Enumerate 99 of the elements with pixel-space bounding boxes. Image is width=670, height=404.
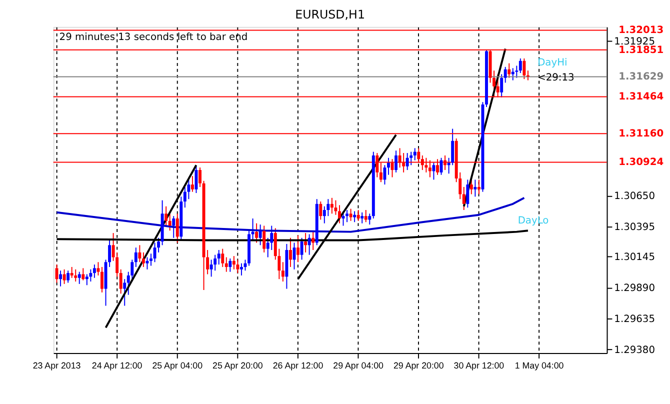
candlestick: [168, 213, 172, 232]
candlestick: [221, 248, 224, 268]
candlestick: [349, 208, 352, 222]
candlestick: [353, 210, 356, 223]
candlestick: [515, 65, 518, 78]
candlestick: [59, 270, 62, 287]
candlestick: [477, 179, 480, 195]
candlestick: [96, 262, 100, 276]
candlestick: [304, 232, 308, 253]
candlestick: [518, 58, 522, 74]
candlestick: [150, 253, 152, 266]
candlestick: [470, 178, 473, 195]
candlestick: [338, 204, 341, 224]
candlestick: [142, 252, 145, 268]
y-tick-label: 1.29635: [614, 314, 656, 325]
candlestick: [522, 58, 526, 80]
y-tick-label: 1.30650: [614, 190, 656, 202]
candlestick: [198, 167, 202, 188]
candlestick: [66, 270, 70, 284]
candlestick: [394, 150, 398, 173]
candlestick: [74, 268, 78, 282]
candlestick: [330, 197, 334, 214]
candlestick: [466, 179, 470, 208]
candlestick: [308, 234, 311, 256]
candlestick: [119, 268, 122, 294]
candlestick: [172, 216, 176, 238]
candlestick: [364, 209, 368, 223]
candlestick: [62, 268, 66, 284]
candlestick: [368, 213, 372, 226]
candlestick: [281, 262, 284, 282]
candlestick: [123, 278, 126, 306]
candlestick: [319, 201, 322, 220]
candlestick: [100, 266, 104, 293]
y-tick-label: 1.29380: [614, 344, 656, 356]
candlestick: [176, 213, 179, 244]
ref-line-label: 1.32013: [618, 25, 664, 36]
y-tick-label: 1.29890: [614, 283, 656, 294]
candlestick: [432, 162, 436, 180]
candlestick: [82, 268, 85, 281]
x-tick-label: 25 Apr 04:00: [152, 360, 203, 370]
y-tick-label: 1.30145: [614, 252, 656, 264]
candlestick: [334, 200, 338, 216]
candlestick: [462, 186, 466, 210]
annotation: 29 minutes 13 seconds left to bar end: [59, 32, 248, 43]
candlestick: [262, 225, 266, 253]
candlestick: [70, 266, 74, 278]
candlestick: [153, 242, 156, 263]
candlestick: [78, 271, 81, 284]
ref-line-label: 1.31851: [618, 44, 664, 56]
candlestick: [146, 256, 149, 270]
ref-line-label: 1.31160: [618, 128, 664, 140]
annotation: <29:13: [538, 72, 574, 84]
candlestick: [383, 164, 386, 186]
candlestick: [255, 222, 258, 244]
annotation: DayLo: [518, 216, 549, 227]
candlestick: [240, 262, 243, 276]
candlestick: [356, 209, 360, 222]
candlestick: [508, 62, 511, 78]
chart-title: EURUSD,H1: [295, 7, 366, 22]
x-tick-label: 29 Apr 04:00: [333, 360, 384, 370]
candlestick: [413, 148, 416, 161]
candlestick: [134, 247, 138, 268]
x-tick-label: 26 Apr 12:00: [272, 360, 324, 370]
x-tick-label: 1 May 04:00: [514, 360, 564, 370]
candlestick: [210, 259, 213, 278]
ref-line-label: 1.31629: [618, 72, 664, 83]
candlestick: [300, 237, 304, 260]
candlestick: [164, 206, 168, 226]
candlestick: [504, 66, 507, 84]
candlestick: [312, 231, 315, 250]
candlestick: [360, 212, 364, 224]
candlestick: [410, 151, 413, 166]
candlestick: [85, 274, 88, 286]
candlestick: [346, 209, 349, 223]
x-tick-label: 25 Apr 20:00: [212, 360, 263, 370]
candlestick: [92, 264, 96, 278]
candlestick: [387, 157, 390, 176]
candlestick: [217, 250, 220, 266]
candlestick: [228, 258, 232, 272]
candlestick: [89, 268, 92, 282]
candlestick: [236, 259, 240, 274]
x-tick-label: 23 Apr 2013: [32, 360, 81, 370]
candlestick: [232, 256, 236, 270]
x-tick-label: 30 Apr 12:00: [454, 360, 504, 370]
candlestick: [258, 224, 262, 246]
ref-line-label: 1.30924: [618, 157, 664, 168]
candlestick: [224, 256, 228, 272]
candlestick: [474, 179, 477, 198]
x-tick-label: 29 Apr 20:00: [393, 360, 444, 370]
x-tick-label: 24 Apr 12:00: [92, 360, 142, 370]
candlestick: [288, 237, 292, 268]
ref-line-label: 1.31464: [618, 92, 664, 103]
candlestick: [296, 234, 300, 263]
y-tick-label: 1.30395: [614, 222, 656, 233]
candlestick: [500, 74, 504, 98]
annotation: DayHi: [538, 57, 568, 68]
candlestick: [190, 176, 194, 192]
candlestick: [138, 244, 142, 263]
candlestick: [406, 152, 409, 170]
